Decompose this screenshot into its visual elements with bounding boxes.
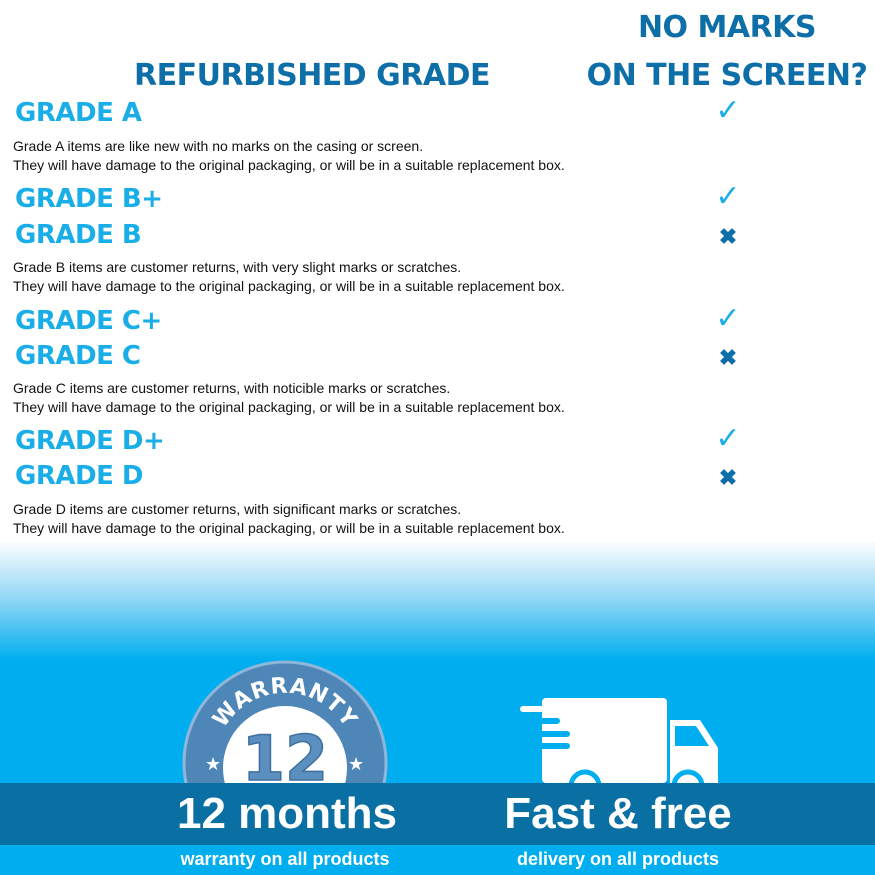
grade-b-description: Grade B items are customer returns, with…	[13, 258, 565, 296]
grade-a-label: GRADE A	[15, 98, 142, 128]
delivery-title: Fast & free	[504, 789, 732, 838]
description-line: Grade C items are customer returns, with…	[13, 380, 451, 396]
svg-text:★: ★	[348, 754, 364, 774]
grade-d-label: GRADE D	[15, 461, 143, 491]
refurbished-grade-heading: REFURBISHED GRADE	[134, 58, 490, 93]
description-line: Grade B items are customer returns, with…	[13, 259, 462, 275]
description-line: They will have damage to the original pa…	[13, 157, 565, 173]
svg-text:★: ★	[205, 754, 221, 774]
grade-c-description: Grade C items are customer returns, with…	[13, 379, 565, 417]
delivery-truck-icon	[510, 698, 718, 788]
check-icon: ✓	[715, 180, 741, 213]
grade-b-label: GRADE B	[15, 220, 142, 250]
warranty-subtitle: warranty on all products	[180, 849, 390, 869]
check-icon: ✓	[715, 94, 741, 127]
description-line: Grade A items are like new with no marks…	[13, 138, 424, 154]
description-line: Grade D items are customer returns, with…	[13, 501, 462, 517]
grade-b-plus-label: GRADE B+	[15, 184, 163, 214]
check-icon: ✓	[715, 302, 741, 335]
cross-icon: ✖	[718, 465, 738, 490]
warranty-title: 12 months	[176, 789, 398, 838]
grade-a-description: Grade A items are like new with no marks…	[13, 137, 565, 175]
cross-icon: ✖	[718, 345, 738, 370]
no-marks-heading-line1: NO MARKS	[637, 10, 817, 45]
no-marks-heading-line2: ON THE SCREEN?	[586, 58, 868, 93]
grade-c-plus-label: GRADE C+	[15, 306, 162, 336]
cross-icon: ✖	[718, 224, 738, 249]
grade-d-plus-label: GRADE D+	[15, 426, 165, 456]
footer-band	[0, 783, 875, 845]
grade-d-description: Grade D items are customer returns, with…	[13, 500, 565, 538]
check-icon: ✓	[715, 422, 741, 455]
description-line: They will have damage to the original pa…	[13, 520, 565, 536]
grade-c-label: GRADE C	[15, 341, 141, 371]
warranty-badge-icon: WARRANTY 12 ★ ★	[182, 660, 388, 788]
description-line: They will have damage to the original pa…	[13, 399, 565, 415]
delivery-subtitle: delivery on all products	[516, 849, 720, 869]
badge-number: 12	[242, 722, 328, 788]
description-line: They will have damage to the original pa…	[13, 278, 565, 294]
